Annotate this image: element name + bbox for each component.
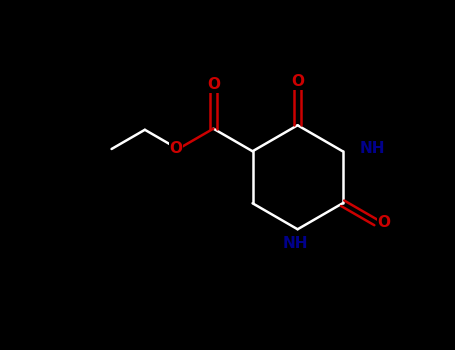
Text: O: O <box>378 215 390 230</box>
Text: O: O <box>207 77 220 92</box>
Text: O: O <box>169 141 182 156</box>
Text: O: O <box>291 74 304 89</box>
Text: NH: NH <box>283 236 308 251</box>
Text: NH: NH <box>360 141 385 156</box>
